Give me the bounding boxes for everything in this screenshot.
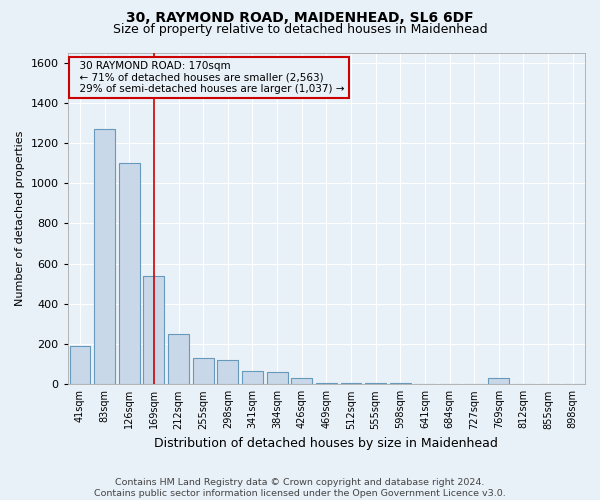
Bar [488,378,509,384]
Bar [291,378,312,384]
X-axis label: Distribution of detached houses by size in Maidenhead: Distribution of detached houses by size … [154,437,498,450]
Text: Size of property relative to detached houses in Maidenhead: Size of property relative to detached ho… [113,22,487,36]
Bar [119,163,140,384]
Bar [193,358,214,384]
Bar [94,129,115,384]
Bar [168,334,189,384]
Y-axis label: Number of detached properties: Number of detached properties [15,130,25,306]
Text: 30 RAYMOND ROAD: 170sqm
  ← 71% of detached houses are smaller (2,563)
  29% of : 30 RAYMOND ROAD: 170sqm ← 71% of detache… [73,61,344,94]
Bar [143,276,164,384]
Bar [242,371,263,384]
Bar [266,372,287,384]
Bar [70,346,91,385]
Bar [217,360,238,384]
Text: 30, RAYMOND ROAD, MAIDENHEAD, SL6 6DF: 30, RAYMOND ROAD, MAIDENHEAD, SL6 6DF [126,11,474,25]
Text: Contains HM Land Registry data © Crown copyright and database right 2024.
Contai: Contains HM Land Registry data © Crown c… [94,478,506,498]
